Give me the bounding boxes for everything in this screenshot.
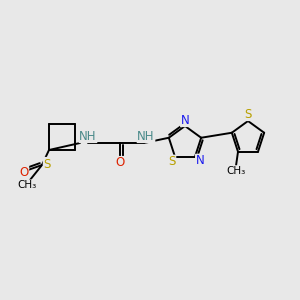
Text: CH₃: CH₃: [17, 180, 37, 190]
Text: CH₃: CH₃: [226, 166, 246, 176]
Text: NH: NH: [79, 130, 97, 142]
Text: S: S: [43, 158, 51, 170]
Text: S: S: [168, 155, 176, 168]
Text: N: N: [181, 113, 189, 127]
Text: O: O: [20, 166, 28, 178]
Text: O: O: [116, 157, 124, 169]
Text: NH: NH: [137, 130, 155, 142]
Text: N: N: [196, 154, 204, 167]
Text: S: S: [244, 107, 252, 121]
